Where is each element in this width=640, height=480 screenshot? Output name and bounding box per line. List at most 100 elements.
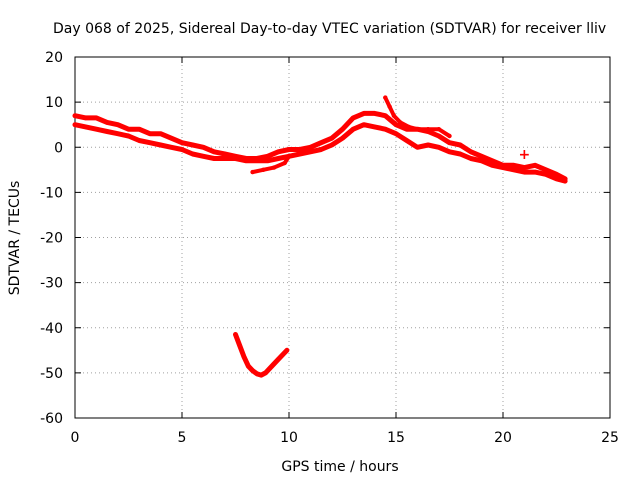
data-point bbox=[276, 149, 281, 154]
y-axis-ticks: -60 -50 -40 -30 -20 -10 0 10 20 bbox=[40, 50, 610, 427]
data-point bbox=[543, 172, 548, 177]
data-point bbox=[406, 124, 411, 130]
data-point bbox=[351, 127, 356, 132]
data-point bbox=[468, 149, 474, 154]
data-point bbox=[261, 167, 266, 172]
data-point bbox=[372, 111, 377, 116]
data-point bbox=[201, 154, 206, 159]
data-point bbox=[318, 140, 324, 145]
data-point bbox=[436, 133, 441, 139]
data-point bbox=[479, 154, 484, 159]
data-point bbox=[169, 145, 174, 150]
data-point bbox=[115, 122, 121, 127]
data-point bbox=[169, 136, 174, 141]
y-tick-label: 20 bbox=[45, 50, 63, 66]
data-point bbox=[393, 122, 399, 127]
y-axis-label: SDTVAR / TECUs bbox=[7, 181, 23, 296]
data-point bbox=[237, 343, 242, 348]
x-tick-label: 5 bbox=[178, 430, 187, 446]
data-point bbox=[222, 156, 227, 161]
data-point bbox=[500, 165, 506, 170]
data-point bbox=[415, 127, 420, 132]
data-point bbox=[490, 163, 495, 168]
data-point bbox=[265, 154, 270, 159]
data-point bbox=[265, 158, 270, 163]
data-point bbox=[250, 169, 255, 175]
data-point bbox=[126, 127, 131, 132]
y-tick-label: 10 bbox=[45, 95, 63, 111]
data-point bbox=[126, 133, 131, 139]
data-point bbox=[532, 163, 538, 168]
series-line-main-band-upper bbox=[72, 110, 568, 182]
x-tick-label: 20 bbox=[494, 430, 512, 446]
data-point bbox=[72, 122, 78, 127]
data-point bbox=[458, 142, 463, 148]
data-point bbox=[308, 149, 313, 154]
data-point bbox=[271, 361, 277, 367]
x-axis-label: GPS time / hours bbox=[281, 459, 398, 475]
data-point bbox=[387, 104, 392, 109]
data-point bbox=[190, 151, 195, 157]
data-point bbox=[158, 131, 163, 136]
data-point bbox=[137, 127, 142, 132]
data-point bbox=[436, 127, 441, 132]
data-point bbox=[147, 140, 153, 145]
data-point bbox=[391, 113, 397, 118]
data-point bbox=[511, 163, 516, 168]
data-point bbox=[361, 122, 367, 127]
data-point bbox=[383, 95, 388, 100]
x-tick-label: 15 bbox=[387, 430, 405, 446]
data-point bbox=[83, 115, 88, 121]
series-main-band-lower bbox=[72, 122, 568, 184]
data-point bbox=[511, 167, 516, 172]
data-point bbox=[398, 120, 403, 125]
data-point bbox=[286, 154, 292, 159]
data-point bbox=[404, 138, 409, 143]
data-point bbox=[284, 348, 290, 353]
data-point bbox=[415, 145, 420, 150]
y-tick-label: -30 bbox=[40, 276, 63, 292]
y-tick-label: -60 bbox=[40, 411, 63, 427]
data-point bbox=[340, 127, 345, 132]
data-point bbox=[436, 145, 441, 150]
data-point bbox=[425, 142, 431, 148]
data-point bbox=[83, 124, 88, 130]
data-point bbox=[244, 158, 249, 163]
series-line-arc-near-minus-50 bbox=[233, 332, 290, 378]
data-point bbox=[286, 147, 292, 152]
data-point bbox=[468, 156, 474, 161]
x-tick-label: 0 bbox=[71, 430, 80, 446]
series-short-arc-8-10h bbox=[250, 154, 292, 175]
data-point bbox=[179, 147, 185, 152]
x-tick-label: 10 bbox=[280, 430, 298, 446]
series-layer bbox=[72, 95, 568, 378]
data-point bbox=[383, 127, 388, 132]
data-point bbox=[447, 133, 452, 139]
data-point bbox=[543, 167, 548, 172]
data-point bbox=[425, 127, 431, 132]
data-point bbox=[522, 169, 527, 175]
data-point bbox=[158, 142, 163, 148]
data-point bbox=[233, 156, 238, 161]
data-point bbox=[276, 357, 281, 362]
y-tick-label: -40 bbox=[40, 321, 63, 337]
data-point bbox=[372, 124, 377, 130]
data-point bbox=[104, 129, 110, 134]
data-point bbox=[267, 366, 272, 371]
data-point bbox=[532, 169, 538, 175]
data-point bbox=[250, 368, 255, 373]
data-point bbox=[318, 147, 324, 152]
data-point bbox=[383, 113, 388, 118]
data-point bbox=[179, 140, 185, 145]
data-point bbox=[458, 151, 463, 157]
data-point bbox=[147, 131, 153, 136]
data-point bbox=[104, 120, 110, 125]
data-point bbox=[340, 136, 345, 141]
data-point bbox=[276, 156, 281, 161]
data-point bbox=[271, 165, 277, 170]
data-point bbox=[241, 354, 247, 360]
data-point bbox=[351, 115, 356, 121]
data-point bbox=[201, 145, 206, 150]
y-tick-label: -50 bbox=[40, 366, 63, 382]
